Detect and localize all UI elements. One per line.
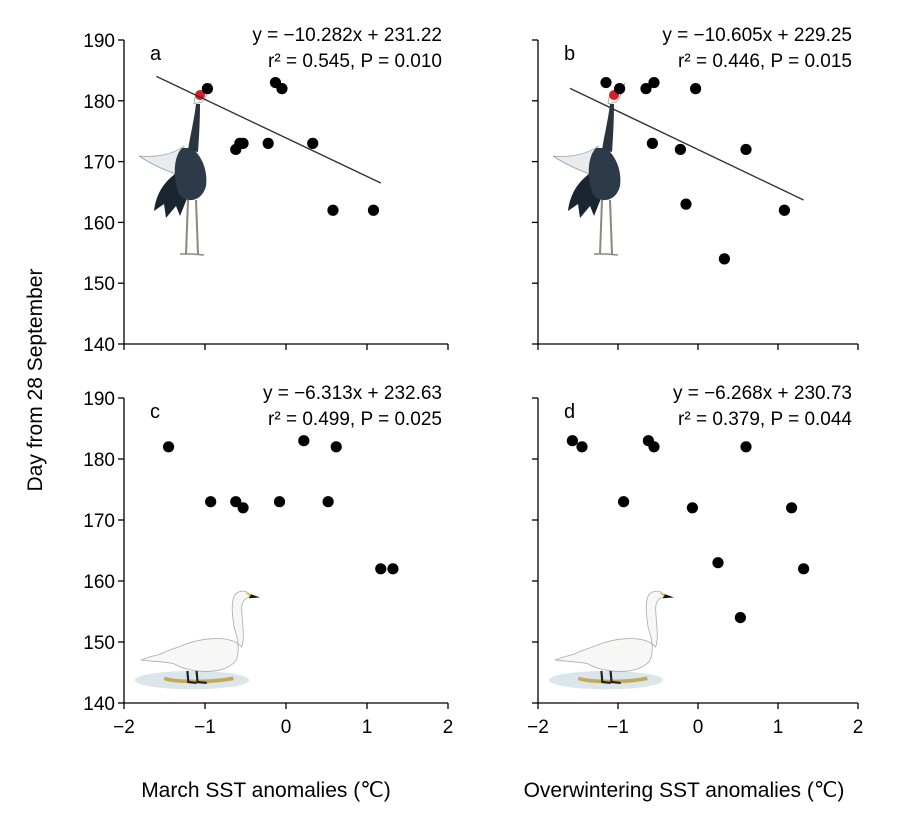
regression-stats: r² = 0.446, P = 0.015 bbox=[678, 51, 852, 72]
data-point bbox=[674, 143, 687, 156]
data-point bbox=[600, 76, 612, 89]
data-point bbox=[237, 137, 249, 149]
x-axis-title-left: March SST anomalies (℃) bbox=[141, 779, 391, 802]
data-point bbox=[273, 496, 286, 508]
data-point bbox=[740, 441, 752, 453]
y-tick-label: 190 bbox=[83, 389, 115, 410]
x-tick-label: 2 bbox=[853, 717, 864, 738]
data-point bbox=[322, 496, 334, 508]
regression-stats: r² = 0.499, P = 0.025 bbox=[268, 409, 442, 430]
y-tick-label: 170 bbox=[83, 511, 115, 532]
x-tick-label: 1 bbox=[362, 717, 373, 738]
data-point bbox=[648, 76, 660, 89]
y-tick-label: 180 bbox=[83, 92, 115, 113]
regression-equation: y = −6.268x + 230.73 bbox=[673, 383, 852, 404]
data-point bbox=[307, 137, 319, 149]
x-tick-label: −2 bbox=[527, 717, 549, 738]
x-axis-title-right: Overwintering SST anomalies (℃) bbox=[524, 779, 845, 802]
regression-stats: r² = 0.379, P = 0.044 bbox=[678, 409, 852, 430]
regression-equation: y = −10.605x + 229.25 bbox=[662, 25, 852, 46]
x-tick-label: 1 bbox=[773, 717, 784, 738]
x-tick-label: −1 bbox=[194, 717, 216, 738]
data-point bbox=[387, 563, 399, 575]
data-point bbox=[298, 435, 310, 447]
panel-label: d bbox=[564, 401, 575, 423]
x-tick-label: −2 bbox=[113, 717, 135, 738]
data-point bbox=[618, 496, 630, 508]
data-point bbox=[740, 143, 752, 156]
data-point bbox=[778, 204, 791, 216]
data-point bbox=[205, 496, 217, 508]
y-tick-label: 140 bbox=[83, 335, 115, 356]
y-tick-label: 190 bbox=[83, 31, 115, 52]
data-point bbox=[566, 435, 579, 447]
data-point bbox=[576, 441, 588, 453]
data-point bbox=[690, 83, 702, 95]
crane-illustration bbox=[552, 81, 627, 256]
panel-label: b bbox=[564, 43, 575, 65]
y-tick-label: 170 bbox=[83, 153, 115, 174]
panel-c: 140 150 160 170 180 190 −2 −1 0 1 2 c y = −6.313x + … bbox=[83, 75, 454, 738]
panel-d: −2 −1 0 1 2 d y = −6.268x + 230.73 r² = 0.379, … bbox=[527, 87, 864, 738]
regression-equation: y = −10.282x + 231.22 bbox=[252, 25, 442, 46]
data-point bbox=[686, 502, 699, 514]
data-point bbox=[276, 83, 288, 95]
data-point bbox=[712, 557, 724, 569]
y-tick-label: 160 bbox=[83, 572, 115, 593]
data-point bbox=[614, 83, 626, 95]
data-point bbox=[327, 204, 339, 216]
data-point bbox=[162, 441, 175, 453]
regression-stats: r² = 0.545, P = 0.010 bbox=[268, 51, 442, 72]
panel-b: b y = −10.605x + 229.25 r² = 0.446, P = 0.… bbox=[532, 25, 859, 350]
swan-illustration bbox=[547, 589, 676, 692]
regression-equation: y = −6.313x + 232.63 bbox=[263, 383, 442, 404]
data-point bbox=[367, 204, 380, 216]
data-point bbox=[646, 137, 659, 149]
y-axis-title: Day from 28 September bbox=[24, 269, 47, 492]
panel-label: c bbox=[150, 401, 160, 423]
y-tick-label: 140 bbox=[83, 694, 115, 715]
y-tick-label: 180 bbox=[83, 450, 115, 471]
y-tick-label: 150 bbox=[83, 633, 115, 654]
data-point bbox=[786, 502, 798, 514]
data-point bbox=[237, 502, 249, 514]
data-point bbox=[201, 83, 214, 95]
data-point bbox=[648, 441, 660, 453]
data-point bbox=[375, 563, 387, 575]
y-tick-label: 150 bbox=[83, 274, 115, 295]
regression-line bbox=[569, 87, 804, 201]
swan-illustration bbox=[133, 589, 262, 692]
x-tick-label: 0 bbox=[693, 717, 704, 738]
data-point bbox=[680, 198, 692, 210]
x-tick-label: 0 bbox=[281, 717, 292, 738]
data-point bbox=[798, 563, 810, 575]
y-tick-label: 160 bbox=[83, 213, 115, 234]
data-point bbox=[262, 137, 274, 149]
x-tick-label: −1 bbox=[607, 717, 629, 738]
data-point bbox=[640, 83, 652, 95]
x-tick-label: 2 bbox=[443, 717, 454, 738]
data-point bbox=[734, 612, 747, 624]
regression-line bbox=[156, 75, 382, 184]
crane-illustration bbox=[138, 81, 213, 256]
data-point bbox=[330, 441, 342, 453]
data-point bbox=[718, 253, 731, 265]
panel-label: a bbox=[150, 43, 162, 65]
panel-a: 140 150 160 170 180 190 a y = −10.282x + 231.22… bbox=[83, 25, 449, 356]
